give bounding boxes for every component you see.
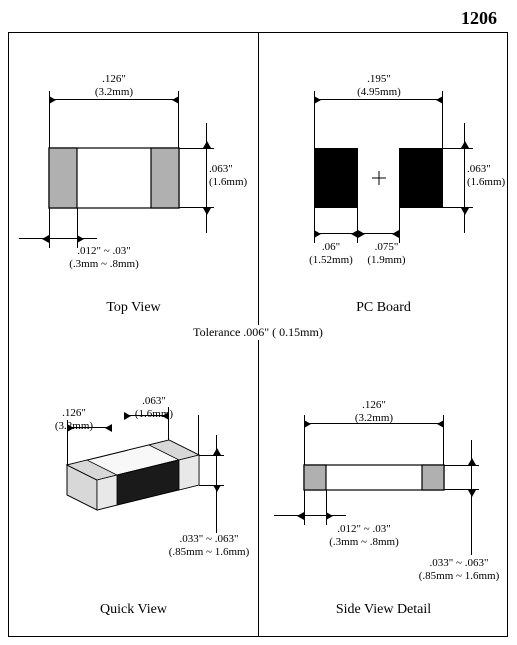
ext-line bbox=[216, 485, 217, 533]
ext-line bbox=[77, 238, 97, 239]
drawing-grid: Tolerance .006" ( 0.15mm) .126"(3.2mm) .… bbox=[8, 32, 508, 637]
dim-width: .063"(1.6mm) bbox=[124, 395, 184, 420]
dim-pad-w: .06"(1.52mm) bbox=[301, 241, 361, 266]
dim-arrow bbox=[216, 455, 217, 485]
ext-line bbox=[179, 148, 214, 149]
ext-line bbox=[443, 148, 473, 149]
dim-arrow bbox=[206, 148, 207, 208]
ext-line bbox=[304, 490, 305, 525]
ext-line bbox=[471, 490, 472, 555]
ext-line bbox=[464, 208, 465, 233]
package-code: 1206 bbox=[0, 0, 517, 33]
ext-line bbox=[206, 123, 207, 148]
dim-arrow bbox=[471, 465, 472, 490]
ext-line bbox=[199, 455, 224, 456]
ext-line bbox=[274, 515, 304, 516]
ext-line bbox=[326, 515, 346, 516]
quadrant-top-view: .126"(3.2mm) .063"(1.6mm) .012" ~ .03"(.… bbox=[9, 33, 258, 334]
dim-width: .063"(1.6mm) bbox=[209, 163, 257, 188]
caption: Top View bbox=[9, 300, 258, 316]
dim-arrow bbox=[49, 99, 179, 100]
ext-line bbox=[19, 238, 49, 239]
dim-arrow bbox=[314, 233, 358, 234]
ext-line bbox=[444, 465, 479, 466]
quadrant-quick-view: .126"(3.2mm) .063"(1.6mm) .033" ~ .063"(… bbox=[9, 335, 258, 636]
dim-arrow bbox=[304, 515, 326, 516]
ext-line bbox=[198, 415, 199, 455]
dim-height: .033" ~ .063"(.85mm ~ 1.6mm) bbox=[159, 533, 259, 558]
dim-arrow bbox=[464, 148, 465, 208]
dim-gap: .075"(1.9mm) bbox=[359, 241, 414, 266]
ext-line bbox=[326, 490, 327, 525]
quadrant-side-view: .126"(3.2mm) .012" ~ .03"(.3mm ~ .8mm) .… bbox=[259, 335, 508, 636]
dim-length: .126"(3.2mm) bbox=[339, 399, 409, 424]
dim-span: .195"(4.95mm) bbox=[344, 73, 414, 98]
caption: Side View Detail bbox=[259, 602, 508, 618]
dim-height: .033" ~ .063"(.85mm ~ 1.6mm) bbox=[409, 557, 509, 582]
dim-pad-h: .063"(1.6mm) bbox=[467, 163, 509, 188]
page-root: 1206 Tolerance .006" ( 0.15mm) .126"(3.2… bbox=[0, 0, 517, 645]
ext-line bbox=[471, 440, 472, 465]
ext-line bbox=[357, 208, 358, 243]
dim-arrow bbox=[314, 99, 443, 100]
dim-length: .126"(3.2mm) bbox=[39, 407, 109, 432]
ext-line bbox=[443, 207, 473, 208]
dim-length: .126"(3.2mm) bbox=[79, 73, 149, 98]
dim-arrow bbox=[49, 238, 77, 239]
caption: PC Board bbox=[259, 300, 508, 316]
dim-terminal: .012" ~ .03"(.3mm ~ .8mm) bbox=[319, 523, 409, 548]
ext-line bbox=[49, 208, 50, 248]
ext-line bbox=[314, 208, 315, 243]
ext-line bbox=[216, 435, 217, 455]
quadrant-pc-board: .195"(4.95mm) .063"(1.6mm) .06"(1.52mm) … bbox=[259, 33, 508, 334]
ext-line bbox=[464, 123, 465, 148]
ext-line bbox=[206, 208, 207, 233]
dim-terminal: .012" ~ .03"(.3mm ~ .8mm) bbox=[59, 245, 149, 270]
ext-line bbox=[399, 208, 400, 243]
dim-arrow bbox=[358, 233, 399, 234]
caption: Quick View bbox=[9, 602, 258, 618]
